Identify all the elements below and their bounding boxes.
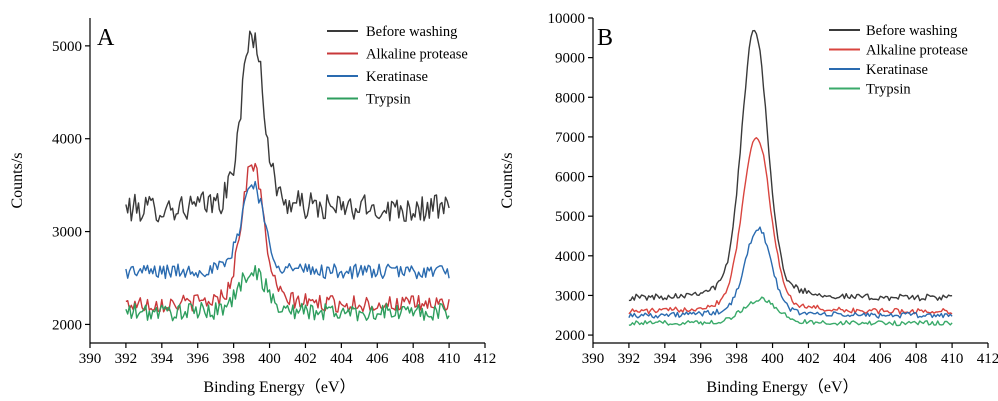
series-line-alkaline-protease bbox=[628, 136, 953, 315]
x-tick-label: 410 bbox=[438, 351, 461, 367]
y-tick-label: 3000 bbox=[555, 288, 585, 304]
legend: Before washing Alkaline protease Keratinas… bbox=[327, 24, 468, 108]
x-axis-title: Binding Energy（eV） bbox=[203, 378, 355, 396]
legend-entry-label: Alkaline protease bbox=[866, 43, 968, 59]
chart-panel-b: 390 392 394 396 398 400 402 404 406 408 410 412 2000… bbox=[499, 11, 998, 396]
x-tick-label: 408 bbox=[905, 351, 928, 367]
x-tick-label: 400 bbox=[258, 351, 281, 367]
y-tick-label: 3000 bbox=[52, 225, 82, 241]
x-tick-label: 402 bbox=[294, 351, 317, 367]
y-axis-title: Counts/s bbox=[499, 152, 516, 208]
panel-label: A bbox=[97, 25, 115, 51]
y-tick-label: 6000 bbox=[555, 170, 585, 186]
x-tick-label: 404 bbox=[330, 351, 353, 367]
legend-entry-label: Trypsin bbox=[866, 82, 911, 98]
x-tick-label: 408 bbox=[402, 351, 425, 367]
series-line-before-washing bbox=[125, 30, 450, 223]
legend-entry-label: Alkaline protease bbox=[366, 47, 468, 63]
x-tick-label: 402 bbox=[797, 351, 820, 367]
x-tick-label: 398 bbox=[725, 351, 748, 367]
legend-entry-label: Before washing bbox=[366, 24, 457, 40]
x-tick-label: 410 bbox=[941, 351, 964, 367]
series-line-trypsin bbox=[628, 296, 953, 327]
x-tick-label: 404 bbox=[833, 351, 856, 367]
y-tick-label: 4000 bbox=[555, 249, 585, 265]
legend-entry-label: Keratinase bbox=[866, 62, 928, 78]
y-tick-label: 7000 bbox=[555, 130, 585, 146]
x-tick-label: 398 bbox=[222, 351, 245, 367]
legend-entry-label: Trypsin bbox=[366, 92, 411, 108]
y-tick-label: 4000 bbox=[52, 132, 82, 148]
y-axis-title: Counts/s bbox=[9, 152, 26, 208]
x-tick-label: 390 bbox=[79, 351, 102, 367]
x-axis-title: Binding Energy（eV） bbox=[706, 378, 858, 396]
y-tick-label: 2000 bbox=[52, 317, 82, 333]
x-tick-label: 392 bbox=[115, 351, 138, 367]
x-tick-label: 390 bbox=[582, 351, 605, 367]
series-line-trypsin bbox=[125, 265, 450, 322]
x-tick-label: 406 bbox=[366, 351, 389, 367]
y-tick-label: 10000 bbox=[548, 11, 586, 27]
x-tick-label: 400 bbox=[761, 351, 784, 367]
y-tick-label: 5000 bbox=[52, 39, 82, 55]
x-tick-label: 406 bbox=[869, 351, 892, 367]
chart-panel-a: 390 392 394 396 398 400 402 404 406 408 410 412 2000… bbox=[9, 18, 496, 396]
series-line-before-washing bbox=[628, 29, 953, 302]
series-line-keratinase bbox=[125, 180, 450, 280]
legend: Before washing Alkaline protease Keratinas… bbox=[829, 23, 968, 98]
series-line-keratinase bbox=[628, 226, 953, 319]
x-tick-label: 412 bbox=[977, 351, 998, 367]
y-tick-label: 2000 bbox=[555, 328, 585, 344]
x-tick-label: 394 bbox=[151, 351, 174, 367]
series-line-alkaline-protease bbox=[125, 162, 450, 313]
legend-entry-label: Before washing bbox=[866, 23, 957, 39]
x-tick-label: 392 bbox=[618, 351, 641, 367]
legend-entry-label: Keratinase bbox=[366, 69, 428, 85]
x-tick-label: 396 bbox=[689, 351, 712, 367]
y-tick-label: 5000 bbox=[555, 209, 585, 225]
x-tick-label: 412 bbox=[474, 351, 497, 367]
x-tick-label: 394 bbox=[654, 351, 677, 367]
y-tick-label: 8000 bbox=[555, 90, 585, 106]
x-tick-label: 396 bbox=[186, 351, 209, 367]
y-tick-label: 9000 bbox=[555, 51, 585, 67]
panel-label: B bbox=[597, 25, 613, 51]
